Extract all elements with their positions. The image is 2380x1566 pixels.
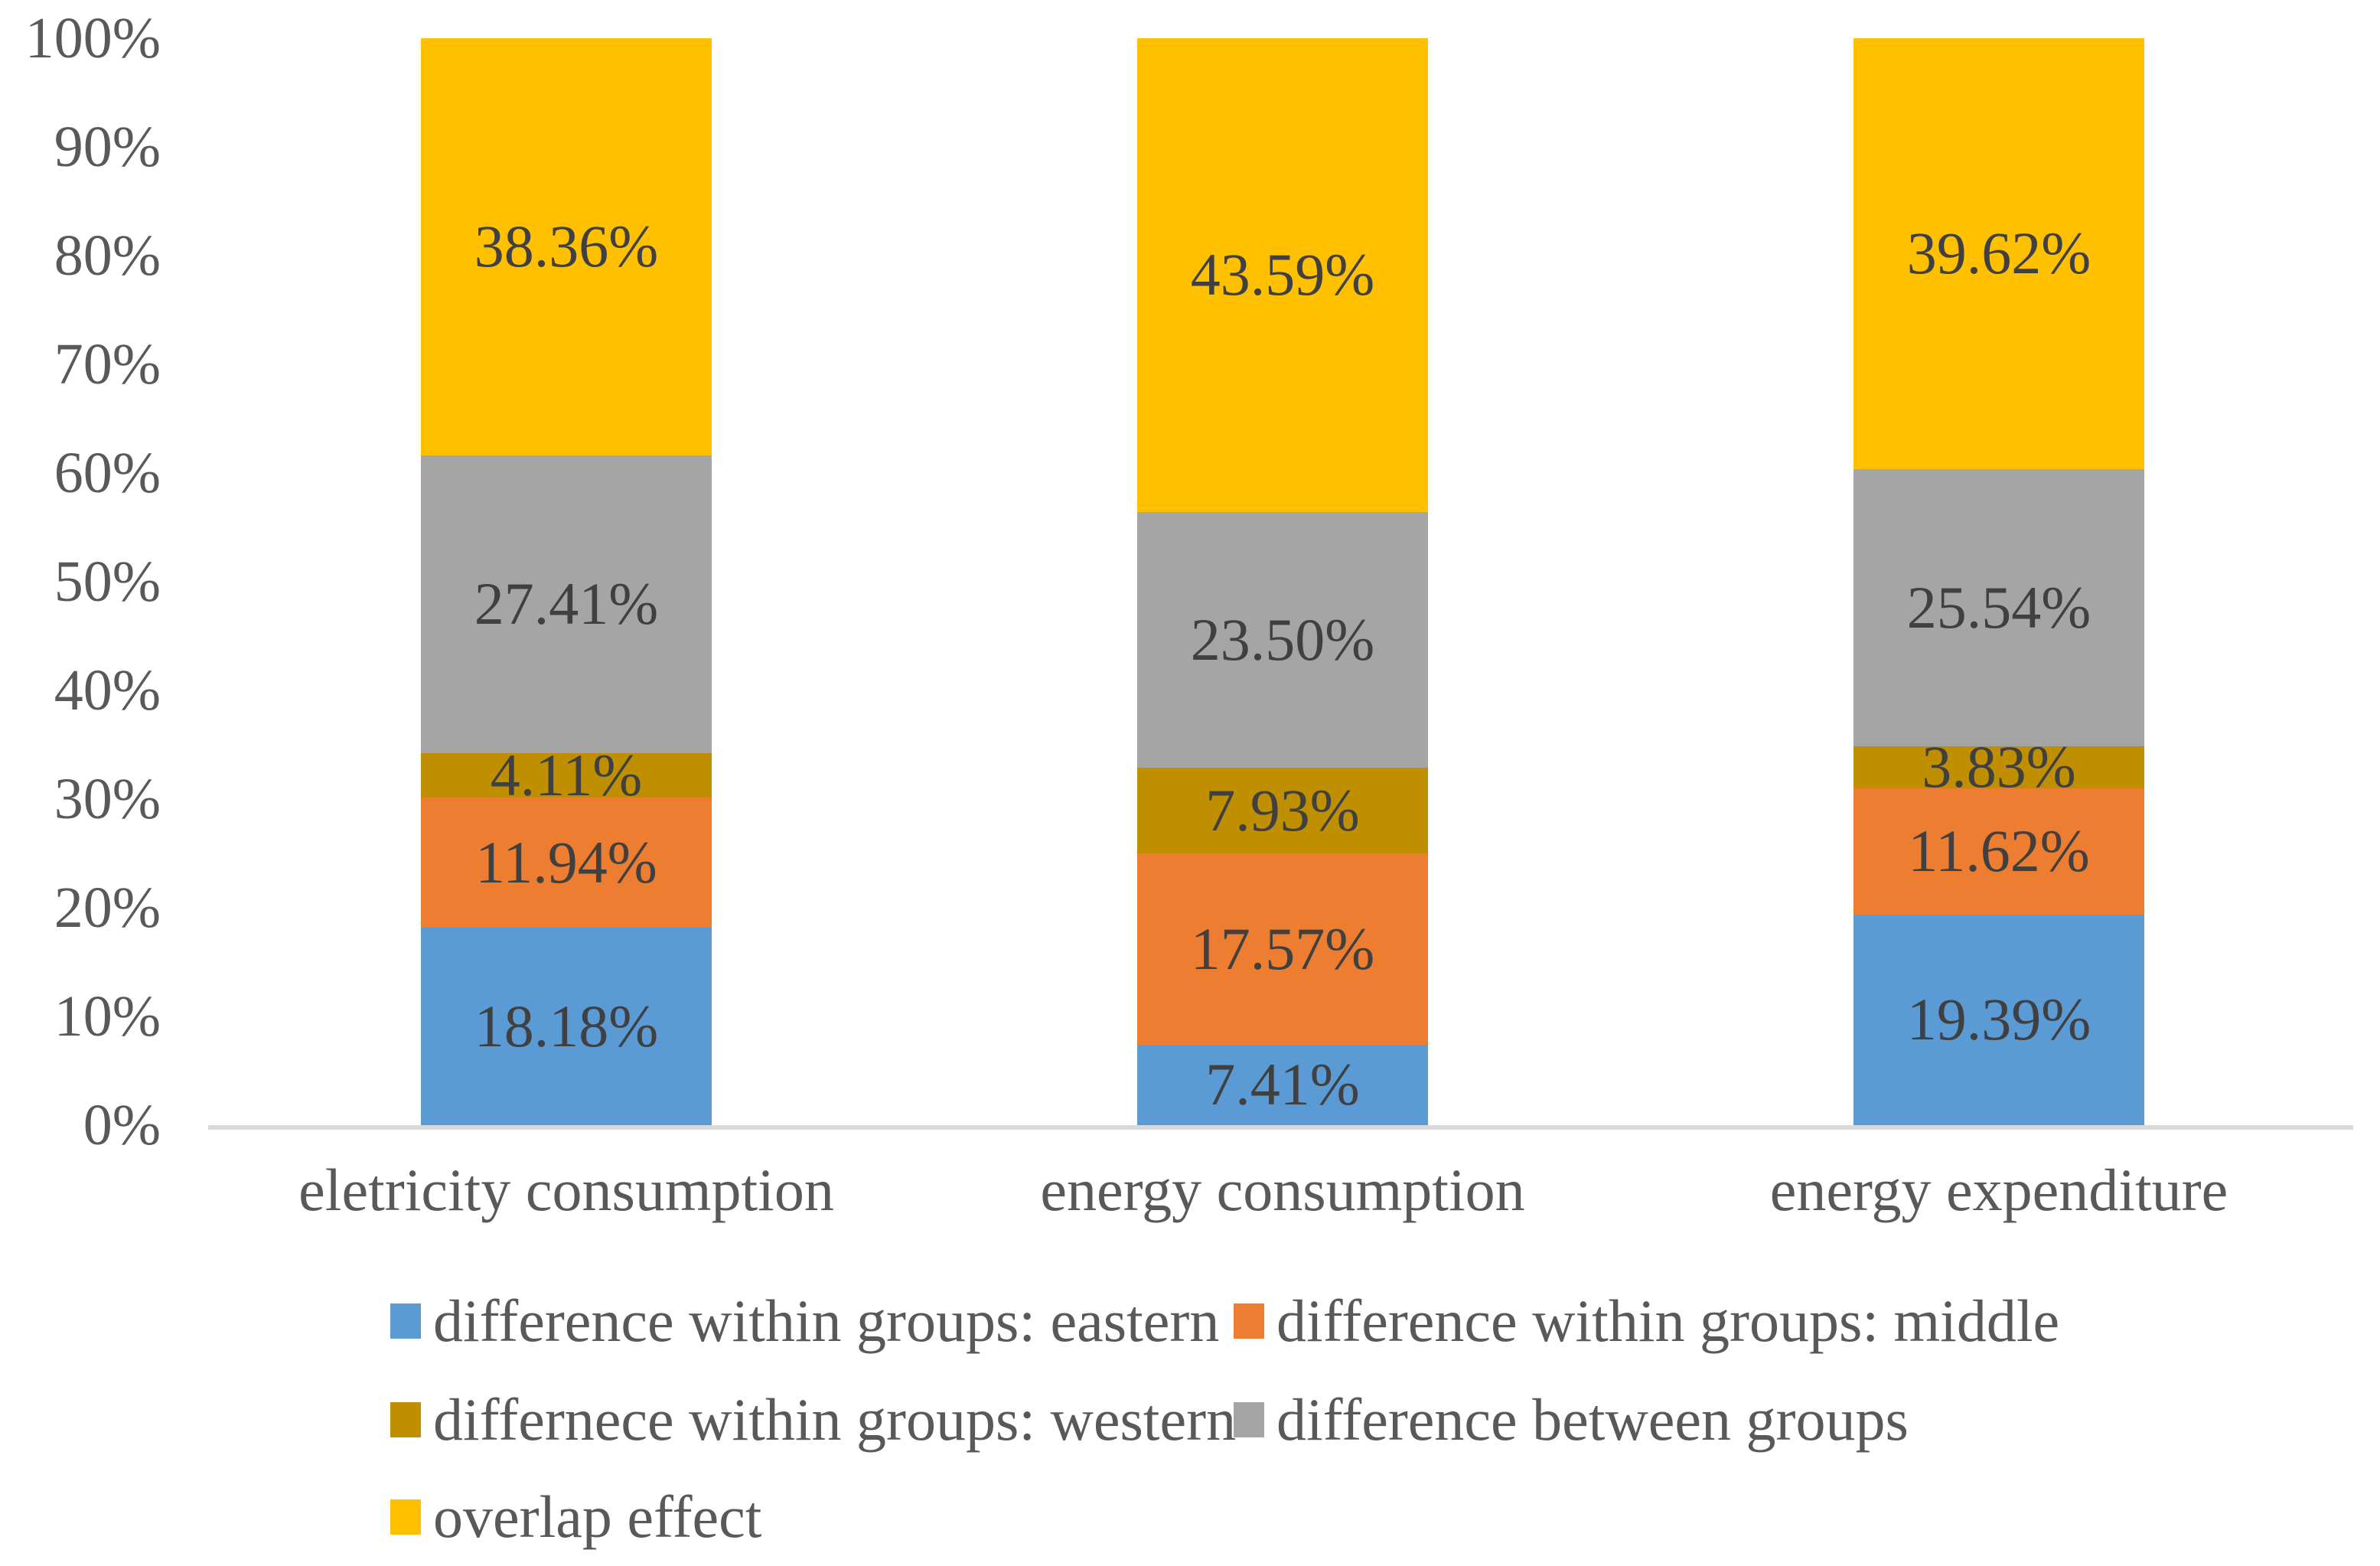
bar-segment-series-1: 11.94% — [421, 798, 712, 928]
bar-segment-series-0: 7.41% — [1137, 1044, 1428, 1125]
legend-swatch — [1234, 1303, 1264, 1339]
bar-segment-series-2: 3.83% — [1853, 737, 2144, 797]
y-axis-tick-label: 70% — [54, 332, 161, 396]
y-axis-tick-label: 80% — [54, 223, 161, 288]
bar-segment-series-4: 38.36% — [421, 38, 712, 455]
bar-segment-series-2: 7.93% — [1137, 767, 1428, 854]
bar-segment-series-3: 25.54% — [1853, 468, 2144, 747]
legend-swatch — [390, 1499, 421, 1535]
legend-item: overlap effect — [390, 1487, 761, 1547]
x-axis-line — [208, 1125, 2353, 1130]
y-axis-tick-label: 100% — [24, 6, 161, 70]
y-axis-tick-label: 40% — [54, 658, 161, 723]
y-axis-tick-label: 20% — [54, 876, 161, 940]
legend-item: difference between groups — [1234, 1390, 1909, 1450]
legend-swatch — [390, 1402, 421, 1437]
bar-segment-series-2: 4.11% — [421, 745, 712, 805]
bar-segment-series-1: 17.57% — [1137, 853, 1428, 1045]
data-label: 25.54% — [1906, 573, 2091, 641]
legend-row: difference within groups: eastern differe… — [390, 1291, 2059, 1351]
data-label: 39.62% — [1906, 220, 2091, 287]
legend-row: overlap effect — [390, 1487, 761, 1547]
bar-eletricity-consumption: 38.36% 27.41% 4.11% 11.94% 18.18% — [421, 38, 712, 1125]
legend-label: overlap effect — [433, 1483, 762, 1550]
data-label: 19.39% — [1906, 986, 2091, 1053]
legend-label: difference within groups: middle — [1276, 1287, 2060, 1354]
y-axis-tick-label: 10% — [54, 984, 161, 1049]
legend-swatch — [390, 1303, 421, 1339]
legend-item: difference within groups: middle — [1234, 1291, 2059, 1351]
data-label: 7.93% — [1205, 776, 1360, 843]
data-label: 17.57% — [1190, 915, 1375, 982]
y-axis-tick-label: 30% — [54, 767, 161, 831]
category-label: energy expenditure — [1769, 1157, 2228, 1223]
bar-segment-series-3: 27.41% — [421, 455, 712, 753]
bar-segment-series-4: 43.59% — [1137, 38, 1428, 512]
legend-label: differnece within groups: western — [433, 1386, 1237, 1453]
legend-label: difference between groups — [1276, 1386, 1909, 1453]
bar-segment-series-0: 18.18% — [421, 927, 712, 1125]
category-label: eletricity consumption — [298, 1157, 834, 1223]
legend-label: difference within groups: eastern — [433, 1287, 1220, 1354]
data-label: 43.59% — [1190, 241, 1375, 308]
data-label: 4.11% — [490, 742, 643, 809]
category-label: energy consumption — [1040, 1157, 1525, 1223]
bar-segment-series-4: 39.62% — [1853, 38, 2144, 469]
bar-segment-series-1: 11.62% — [1853, 788, 2144, 915]
data-label: 7.41% — [1205, 1051, 1360, 1118]
bar-energy-expenditure: 39.62% 25.54% 3.83% 11.62% 19.39% — [1853, 38, 2144, 1125]
data-label: 3.83% — [1922, 733, 2076, 801]
legend-swatch — [1234, 1402, 1264, 1437]
data-label: 11.94% — [475, 829, 657, 896]
y-axis-tick-label: 50% — [54, 550, 161, 614]
data-label: 27.41% — [474, 570, 659, 638]
y-axis-tick-label: 90% — [54, 115, 161, 179]
legend-item: differnece within groups: western — [390, 1386, 1237, 1453]
bar-energy-consumption: 43.59% 23.50% 7.93% 17.57% 7.41% — [1137, 38, 1428, 1125]
y-axis-tick-label: 0% — [83, 1093, 161, 1157]
legend-row: differnece within groups: western differe… — [390, 1390, 1909, 1450]
legend-item: difference within groups: eastern — [390, 1291, 1234, 1351]
data-label: 18.18% — [474, 992, 659, 1059]
bar-segment-series-3: 23.50% — [1137, 511, 1428, 768]
bar-segment-series-0: 19.39% — [1853, 914, 2144, 1125]
data-label: 38.36% — [474, 213, 659, 280]
data-label: 23.50% — [1190, 605, 1375, 673]
data-label: 11.62% — [1908, 817, 2090, 885]
y-axis-tick-label: 60% — [54, 441, 161, 505]
